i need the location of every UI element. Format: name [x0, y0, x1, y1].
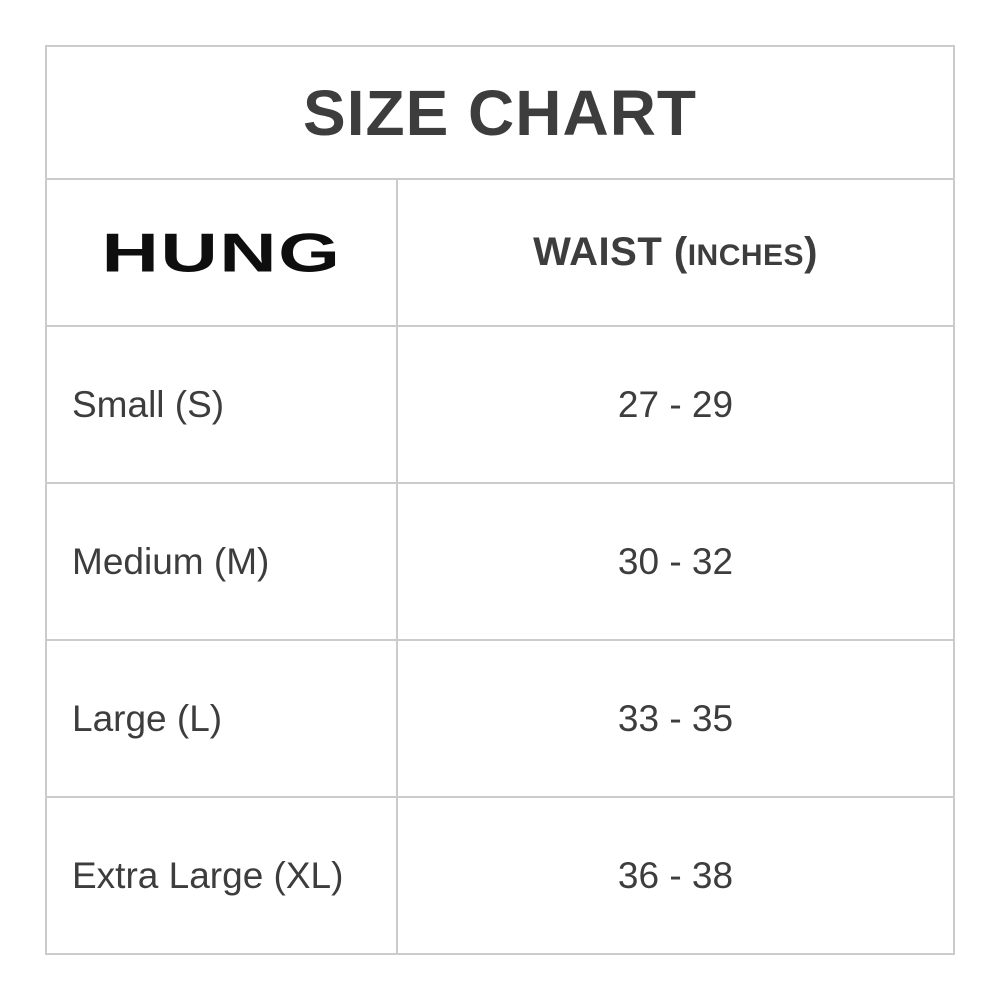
- brand-logo: HUNG: [101, 221, 342, 284]
- waist-header-suffix: ): [804, 230, 818, 274]
- size-label: Extra Large (XL): [45, 796, 398, 955]
- title-row: SIZE CHART: [45, 45, 955, 180]
- waist-header-prefix: WAIST (: [533, 230, 688, 274]
- waist-range: 30 - 32: [396, 482, 955, 641]
- size-label: Medium (M): [45, 482, 398, 641]
- header-row: HUNG WAIST (INCHES): [45, 178, 955, 327]
- size-label: Small (S): [45, 325, 398, 484]
- brand-cell: HUNG: [45, 178, 398, 327]
- waist-range: 27 - 29: [396, 325, 955, 484]
- table-row-extra-large: Extra Large (XL) 36 - 38: [45, 796, 955, 955]
- title-cell: SIZE CHART: [45, 45, 955, 180]
- size-chart-table: SIZE CHART HUNG WAIST (INCHES) Small (S)…: [45, 45, 955, 955]
- waist-header-cell: WAIST (INCHES): [396, 178, 955, 327]
- waist-header-inches: INCHES: [687, 239, 805, 272]
- page-title: SIZE CHART: [303, 76, 697, 149]
- table-row-small: Small (S) 27 - 29: [45, 325, 955, 484]
- waist-range: 33 - 35: [396, 639, 955, 798]
- table-row-medium: Medium (M) 30 - 32: [45, 482, 955, 641]
- size-label: Large (L): [45, 639, 398, 798]
- waist-range: 36 - 38: [396, 796, 955, 955]
- waist-header-label: WAIST (INCHES): [533, 230, 818, 274]
- table-row-large: Large (L) 33 - 35: [45, 639, 955, 798]
